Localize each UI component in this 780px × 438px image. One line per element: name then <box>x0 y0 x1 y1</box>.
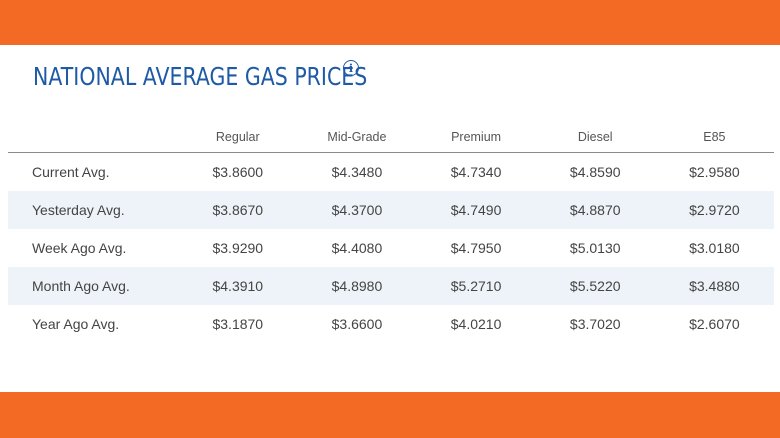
price-cell: $4.8980 <box>331 278 383 294</box>
gas-prices-table: Regular Mid-Grade Premium Diesel E85 Cur… <box>8 121 774 343</box>
price-cell: $4.8590 <box>569 164 621 180</box>
bottom-accent-band <box>0 392 780 438</box>
table-row: Year Ago Avg. $3.1870 $3.6600 $4.0210 $3… <box>8 305 774 343</box>
title-row: NATIONAL AVERAGE GAS PRICES i <box>33 60 441 94</box>
row-label: Current Avg. <box>32 164 110 180</box>
price-cell: $3.4880 <box>689 278 740 294</box>
column-header-premium: Premium <box>416 121 536 153</box>
price-cell: $4.7490 <box>450 202 502 218</box>
price-cell: $5.5220 <box>569 278 621 294</box>
table-row: Yesterday Avg. $3.8670 $4.3700 $4.7490 $… <box>8 191 774 229</box>
price-cell: $3.0180 <box>689 240 740 256</box>
table-header-row: Regular Mid-Grade Premium Diesel E85 <box>8 121 774 153</box>
price-cell: $3.8670 <box>212 202 264 218</box>
table-row: Week Ago Avg. $3.9290 $4.4080 $4.7950 $5… <box>8 229 774 267</box>
price-cell: $2.9720 <box>689 202 740 218</box>
price-cell: $3.9290 <box>212 240 264 256</box>
price-cell: $4.3700 <box>331 202 383 218</box>
info-icon[interactable]: i <box>343 60 359 76</box>
price-cell: $2.6070 <box>689 316 740 332</box>
price-cell: $3.1870 <box>212 316 264 332</box>
price-cell: $4.3480 <box>331 164 383 180</box>
table-row: Current Avg. $3.8600 $4.3480 $4.7340 $4.… <box>8 153 774 192</box>
price-cell: $3.8600 <box>212 164 264 180</box>
page-title: NATIONAL AVERAGE GAS PRICES <box>33 62 368 91</box>
price-cell: $5.2710 <box>450 278 502 294</box>
row-label: Year Ago Avg. <box>32 316 120 332</box>
table-row: Month Ago Avg. $4.3910 $4.8980 $5.2710 $… <box>8 267 774 305</box>
column-header-e85: E85 <box>654 121 774 153</box>
price-cell: $4.3910 <box>212 278 264 294</box>
price-cell: $4.0210 <box>450 316 502 332</box>
column-header-regular: Regular <box>178 121 298 153</box>
price-cell: $4.8870 <box>569 202 621 218</box>
column-header-mid-grade: Mid-Grade <box>297 121 417 153</box>
price-cell: $4.7340 <box>450 164 502 180</box>
column-header-label <box>8 121 179 153</box>
row-label: Week Ago Avg. <box>32 240 127 256</box>
row-label: Yesterday Avg. <box>32 202 125 218</box>
price-cell: $4.4080 <box>331 240 383 256</box>
price-cell: $5.0130 <box>569 240 621 256</box>
top-accent-band <box>0 0 780 45</box>
price-cell: $2.9580 <box>689 164 740 180</box>
price-cell: $3.6600 <box>331 316 383 332</box>
row-label: Month Ago Avg. <box>32 278 130 294</box>
column-header-diesel: Diesel <box>535 121 655 153</box>
price-cell: $4.7950 <box>450 240 502 256</box>
price-cell: $3.7020 <box>569 316 621 332</box>
